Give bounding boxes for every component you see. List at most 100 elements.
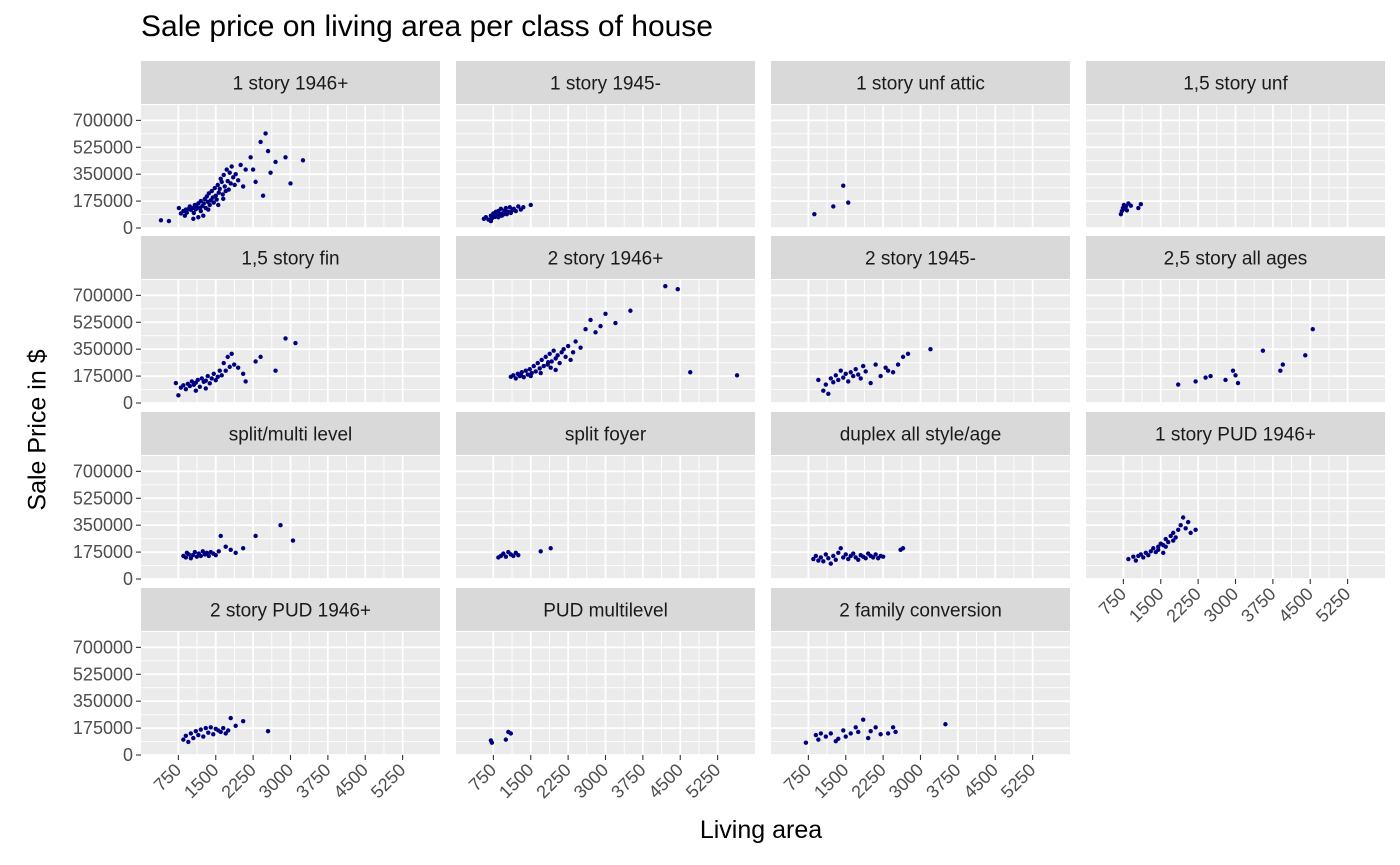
data-point [219, 179, 224, 185]
x-tick-label: 2250 [847, 760, 889, 802]
y-tick-label: 700000 [73, 110, 133, 130]
facet-panel: 2 family conversion 750150022503000375045… [771, 588, 1070, 802]
data-point [846, 556, 851, 562]
y-tick-label: 350000 [73, 691, 133, 711]
data-point [818, 555, 824, 560]
data-point [1208, 373, 1213, 379]
data-point [240, 546, 246, 551]
data-point [890, 725, 896, 730]
data-point [826, 391, 831, 396]
x-tick-label: 5250 [997, 760, 1039, 802]
data-point [1148, 549, 1153, 554]
data-point [565, 343, 571, 349]
data-point [848, 370, 853, 375]
data-point [283, 336, 288, 341]
y-tick-label: 0 [123, 745, 133, 765]
facet-panel: 1 story 1945- [456, 61, 755, 229]
data-point [878, 373, 883, 379]
data-point [863, 369, 868, 374]
data-point [1235, 380, 1241, 386]
data-point [523, 368, 528, 373]
facet-strip [1086, 61, 1385, 104]
data-point [207, 381, 212, 386]
data-point [873, 725, 878, 730]
data-point [215, 374, 220, 380]
x-tick-label: 1500 [180, 760, 222, 802]
data-point [865, 735, 871, 741]
data-point [219, 373, 224, 378]
facet-strip [771, 236, 1070, 279]
facet-strip [1086, 236, 1385, 279]
data-point [828, 561, 833, 566]
data-point [196, 215, 201, 220]
data-point [181, 383, 186, 388]
data-point [868, 728, 873, 734]
facet-strip [456, 412, 755, 455]
data-point [158, 218, 164, 223]
data-point [549, 359, 554, 364]
data-point [858, 376, 863, 381]
data-point [1280, 362, 1286, 367]
data-point [183, 386, 189, 392]
x-tick-label: 4500 [960, 760, 1002, 802]
data-point [1124, 208, 1130, 213]
data-point [206, 553, 211, 559]
data-point [1175, 527, 1181, 532]
y-tick-label: 175000 [73, 366, 133, 386]
data-point [186, 739, 191, 745]
x-tick-label: 3000 [255, 760, 297, 802]
data-point [583, 327, 588, 332]
y-tick-label: 700000 [73, 285, 133, 305]
y-tick-label: 525000 [73, 312, 133, 332]
facet-strip-label: 2 story 1945- [865, 249, 976, 270]
data-point [511, 373, 516, 378]
data-point [503, 554, 509, 559]
facet-strip [141, 412, 440, 455]
data-point [213, 378, 218, 383]
data-point [848, 731, 853, 736]
x-tick-label: 2250 [532, 760, 574, 802]
data-point [551, 348, 556, 353]
data-point [273, 368, 278, 373]
data-point [828, 376, 833, 381]
data-point [841, 375, 846, 380]
data-point [841, 728, 846, 733]
data-point [516, 204, 521, 209]
facet-strip [1086, 412, 1385, 455]
data-point [511, 553, 516, 559]
data-point [198, 208, 203, 214]
data-point [201, 201, 206, 206]
data-point [258, 354, 263, 360]
data-point [603, 311, 608, 317]
x-tick-label: 750 [465, 760, 500, 795]
data-point [846, 379, 851, 384]
x-tick-label: 1500 [1125, 584, 1167, 626]
data-point [811, 556, 816, 562]
data-point [1126, 556, 1131, 562]
x-tick-label: 5250 [367, 760, 409, 802]
facet-strip-label: 1,5 story unf [1183, 74, 1288, 95]
data-point [856, 557, 861, 562]
data-point [1233, 373, 1238, 378]
data-point [900, 354, 906, 360]
facet-strip [771, 61, 1070, 104]
x-tick-label: 4500 [330, 760, 372, 802]
data-point [548, 365, 553, 370]
data-point [221, 172, 226, 178]
data-point [213, 193, 218, 198]
data-point [206, 207, 211, 212]
data-point [209, 376, 214, 381]
data-point [209, 188, 214, 194]
data-point [873, 552, 878, 557]
data-point [851, 373, 856, 379]
data-point [223, 731, 228, 736]
data-point [189, 379, 195, 384]
data-point [1138, 201, 1144, 207]
x-tick-label: 1500 [810, 760, 852, 802]
data-point [181, 737, 186, 742]
data-point [193, 728, 199, 734]
facet-strip [771, 412, 1070, 455]
data-point [1278, 368, 1283, 373]
data-point [290, 538, 296, 543]
x-tick-label: 750 [150, 760, 185, 795]
